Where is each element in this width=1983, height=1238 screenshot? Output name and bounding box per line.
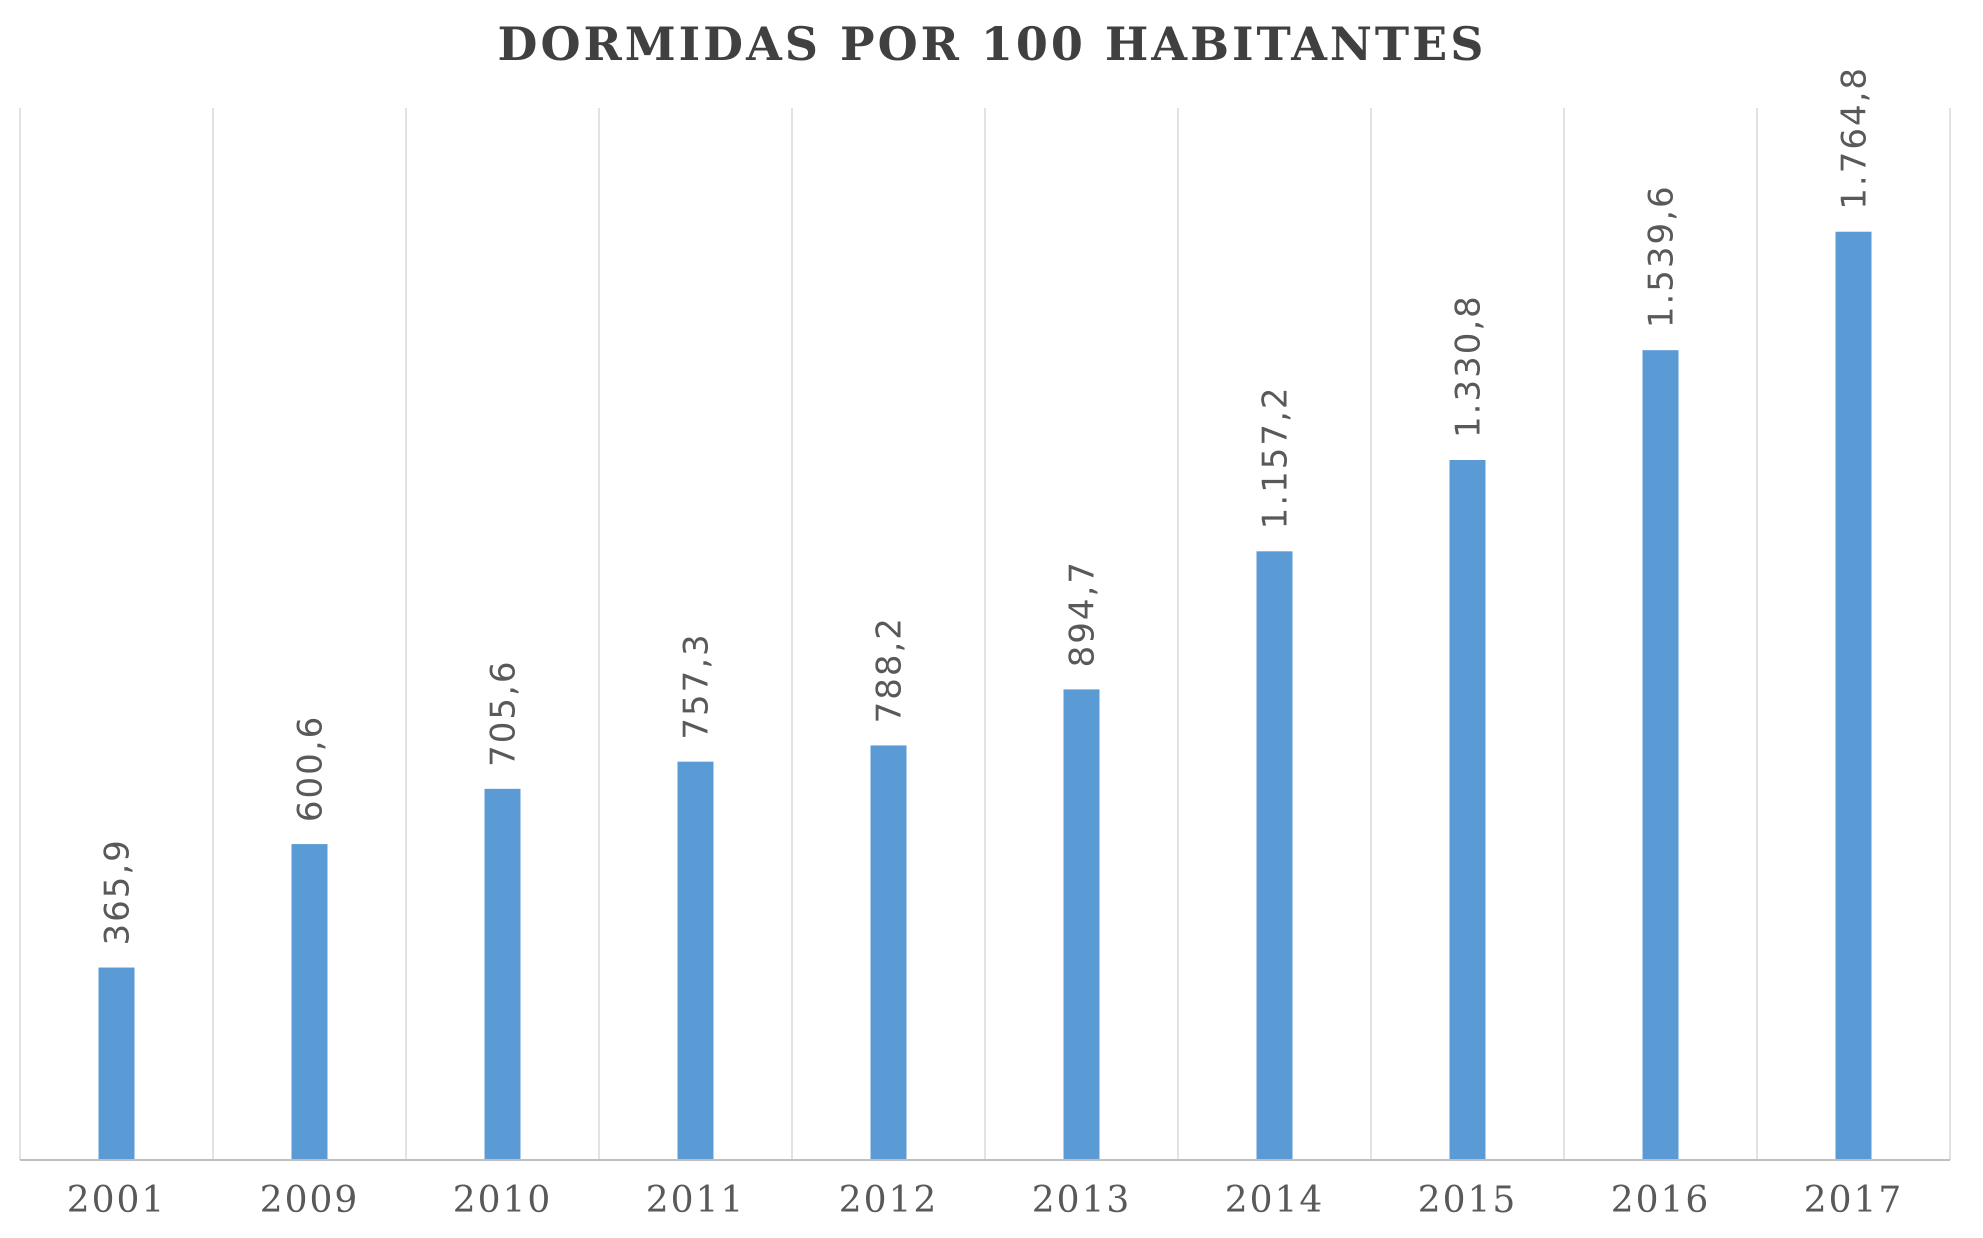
data-label-2017: 1.764,8 bbox=[1835, 66, 1875, 210]
x-tick-label-2017: 2017 bbox=[1804, 1180, 1904, 1221]
bar-2013 bbox=[1063, 689, 1100, 1160]
bars bbox=[98, 231, 1872, 1160]
bar-2011 bbox=[677, 761, 714, 1160]
data-label-2015: 1.330,8 bbox=[1449, 294, 1489, 438]
bar-2015 bbox=[1449, 459, 1486, 1160]
data-label-2009: 600,6 bbox=[291, 715, 331, 822]
x-tick-label-2013: 2013 bbox=[1032, 1180, 1132, 1221]
x-axis: 2001 2009 2010 2011 2012 2013 2014 2015 2016 2017 bbox=[20, 1159, 1950, 1221]
x-tick-label-2010: 2010 bbox=[453, 1180, 553, 1221]
bar-2001 bbox=[98, 967, 135, 1160]
bar-2014 bbox=[1256, 551, 1293, 1160]
data-label-2012: 788,2 bbox=[870, 616, 910, 723]
data-labels: 365,9 600,6 705,6 757,3 788,2 894,7 1.157,2 1.3… bbox=[98, 66, 1875, 946]
x-tick-label-2001: 2001 bbox=[67, 1180, 167, 1221]
x-tick-label-2016: 2016 bbox=[1611, 1180, 1711, 1221]
data-label-2001: 365,9 bbox=[98, 838, 138, 945]
x-tick-label-2009: 2009 bbox=[260, 1180, 360, 1221]
x-tick-label-2011: 2011 bbox=[646, 1180, 746, 1221]
bar-2016 bbox=[1642, 350, 1679, 1160]
data-label-2010: 705,6 bbox=[484, 660, 524, 767]
chart-title: DORMIDAS POR 100 HABITANTES bbox=[498, 17, 1487, 71]
data-label-2013: 894,7 bbox=[1063, 560, 1103, 667]
x-tick-label-2012: 2012 bbox=[839, 1180, 939, 1221]
data-label-2016: 1.539,6 bbox=[1642, 184, 1682, 328]
x-tick-label-2014: 2014 bbox=[1225, 1180, 1325, 1221]
bar-2012 bbox=[870, 745, 907, 1160]
bar-2009 bbox=[291, 844, 328, 1160]
gridlines bbox=[19, 108, 1951, 1160]
data-label-2014: 1.157,2 bbox=[1256, 386, 1296, 530]
bar-2017 bbox=[1835, 231, 1872, 1160]
bar-2010 bbox=[484, 788, 521, 1160]
data-label-2011: 757,3 bbox=[677, 632, 717, 739]
x-tick-label-2015: 2015 bbox=[1418, 1180, 1518, 1221]
